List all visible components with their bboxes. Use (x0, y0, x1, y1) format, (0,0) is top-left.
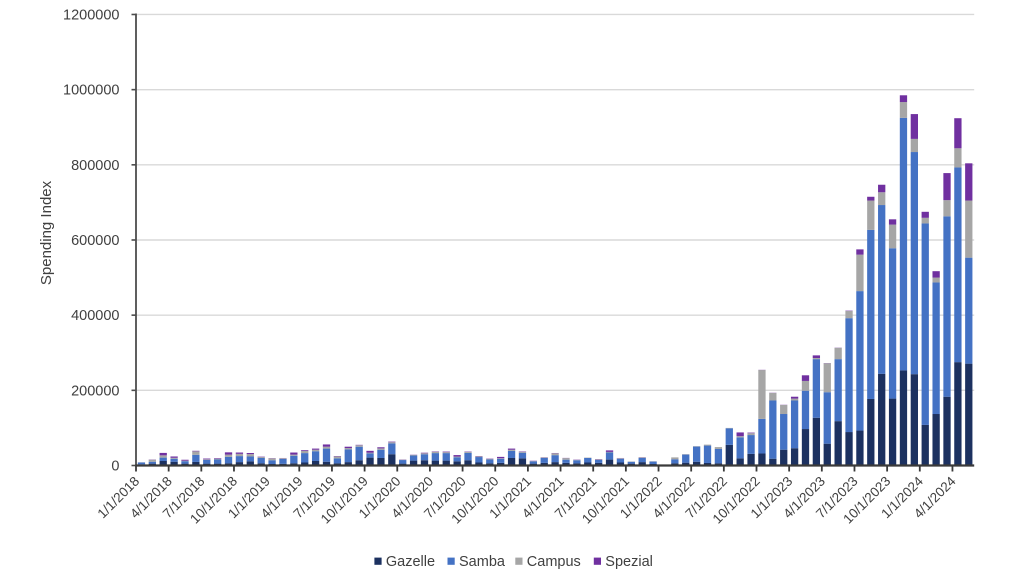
svg-text:Spezial: Spezial (605, 554, 653, 570)
svg-text:Spending Index: Spending Index (38, 180, 55, 285)
svg-text:200000: 200000 (71, 383, 119, 399)
svg-text:800000: 800000 (71, 158, 119, 174)
svg-text:1000000: 1000000 (63, 83, 119, 99)
svg-text:400000: 400000 (71, 308, 119, 324)
svg-text:0: 0 (111, 459, 119, 475)
svg-text:Campus: Campus (527, 554, 581, 570)
svg-text:Samba: Samba (459, 554, 506, 570)
svg-text:Gazelle: Gazelle (386, 554, 435, 570)
svg-text:600000: 600000 (71, 233, 119, 249)
svg-text:1200000: 1200000 (63, 7, 119, 23)
